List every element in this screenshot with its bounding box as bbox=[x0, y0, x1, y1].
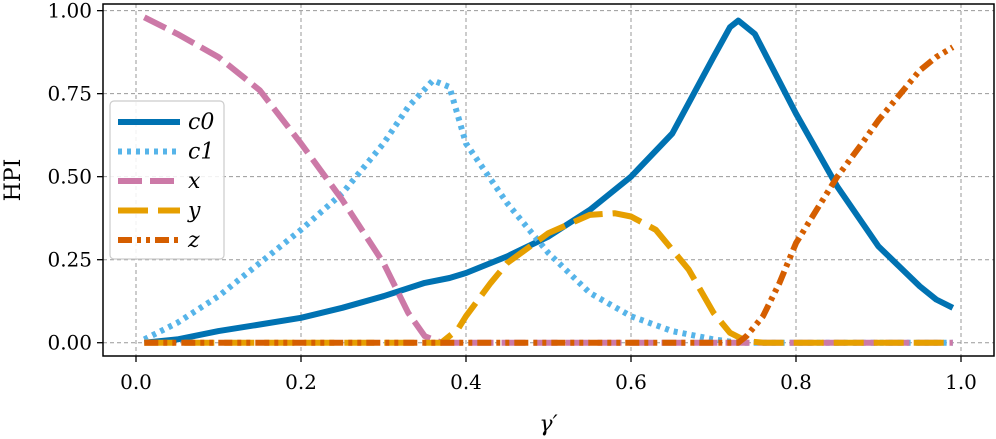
x-tick-label: 0.2 bbox=[285, 370, 317, 394]
y-tick-label: 0.75 bbox=[47, 82, 92, 106]
axis-ticks: 0.0 0.2 0.4 0.6 0.8 1.0 0.00 0.25 0.50 0.75 1.00 bbox=[47, 0, 976, 394]
y-axis-label: HPI bbox=[1, 159, 26, 202]
y-tick-label: 0.25 bbox=[47, 248, 92, 272]
x-tick-label: 0.8 bbox=[780, 370, 812, 394]
x-axis-label: γ′ bbox=[539, 412, 557, 437]
legend-label-c0: c0 bbox=[188, 110, 214, 135]
series-line-c1 bbox=[142, 77, 953, 346]
y-tick-label: 0.50 bbox=[47, 165, 92, 189]
series-line-c0 bbox=[144, 17, 955, 346]
legend-label-x: x bbox=[188, 169, 201, 194]
grid-lines bbox=[103, 4, 994, 356]
y-tick-label: 1.00 bbox=[47, 0, 92, 23]
legend-label-z: z bbox=[187, 228, 200, 253]
legend: c0 c1 xyz bbox=[109, 100, 225, 260]
series-line-z bbox=[144, 44, 955, 346]
x-tick-label: 0.6 bbox=[615, 370, 647, 394]
legend-label-c1: c1 bbox=[188, 140, 214, 165]
legend-label-y: y bbox=[187, 199, 201, 224]
series-lines bbox=[142, 14, 955, 346]
x-tick-label: 0.4 bbox=[450, 370, 482, 394]
x-tick-label: 0.0 bbox=[120, 370, 152, 394]
plot-frame bbox=[102, 3, 995, 357]
series-line-y bbox=[144, 210, 953, 346]
x-tick-label: 1.0 bbox=[945, 370, 977, 394]
y-tick-label: 0.00 bbox=[47, 331, 92, 355]
series-line-x bbox=[142, 14, 953, 346]
